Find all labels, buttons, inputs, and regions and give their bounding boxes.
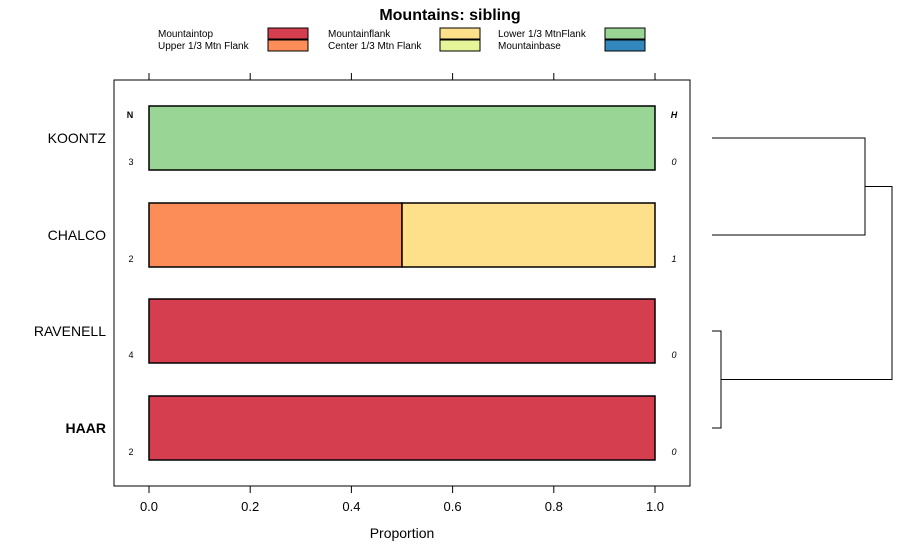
n-value: 4 [128,350,133,360]
n-value: 2 [128,447,133,457]
legend-label: Lower 1/3 MtnFlank [498,29,587,40]
bar-segment [148,105,656,171]
x-tick-label: 1.0 [646,499,664,514]
legend-swatch [267,27,309,40]
h-value: 0 [671,157,676,167]
bar-segment [148,395,656,461]
row-label: KOONTZ [48,130,107,146]
x-tick-label: 0.6 [444,499,462,514]
bar-segment [148,202,403,268]
plot-frame [113,79,691,487]
legend-swatch [439,39,481,52]
row-chalco: CHALCO 2 1 [48,202,677,268]
row-label: CHALCO [48,227,106,243]
row-haar: HAAR 2 0 [66,395,677,461]
legend-swatch [604,27,646,40]
dendrogram-branch [721,186,893,380]
h-column-header: H [671,110,678,120]
row-label: HAAR [66,420,106,436]
dendrogram-branch [712,137,866,236]
top-axis-ticks [148,73,656,80]
x-tick-label: 0.8 [545,499,563,514]
bar-segment [401,202,656,268]
h-value: 0 [671,447,676,457]
x-axis-title: Proportion [370,525,435,541]
dendrogram [712,137,893,429]
row-ravenell: RAVENELL 4 0 [34,298,677,364]
legend-swatch [604,39,646,52]
row-label: RAVENELL [34,323,106,339]
dendrogram-branch [712,330,722,429]
legend-label: Mountaintop [158,29,213,40]
legend-swatch [267,39,309,52]
legend-label: Mountainflank [328,29,391,40]
legend-swatch [439,27,481,40]
row-koontz: KOONTZ 3 0 [48,105,677,171]
n-value: 3 [128,157,133,167]
bar-rows: KOONTZ 3 0 CHALCO 2 1 RAVENELL 4 0 HAAR 2 0 [34,105,677,461]
x-tick-label: 0.4 [342,499,360,514]
chart-title: Mountains: sibling [379,7,520,24]
h-value: 1 [671,254,676,264]
x-axis: 0.0 0.2 0.4 0.6 0.8 1.0 [140,486,664,514]
legend-label: Center 1/3 Mtn Flank [328,41,422,52]
h-value: 0 [671,350,676,360]
x-tick-label: 0.0 [140,499,158,514]
legend-label: Upper 1/3 Mtn Flank [158,41,250,52]
legend-label: Mountainbase [498,41,561,52]
n-column-header: N [127,110,134,120]
x-tick-label: 0.2 [241,499,259,514]
bar-segment [148,298,656,364]
n-value: 2 [128,254,133,264]
